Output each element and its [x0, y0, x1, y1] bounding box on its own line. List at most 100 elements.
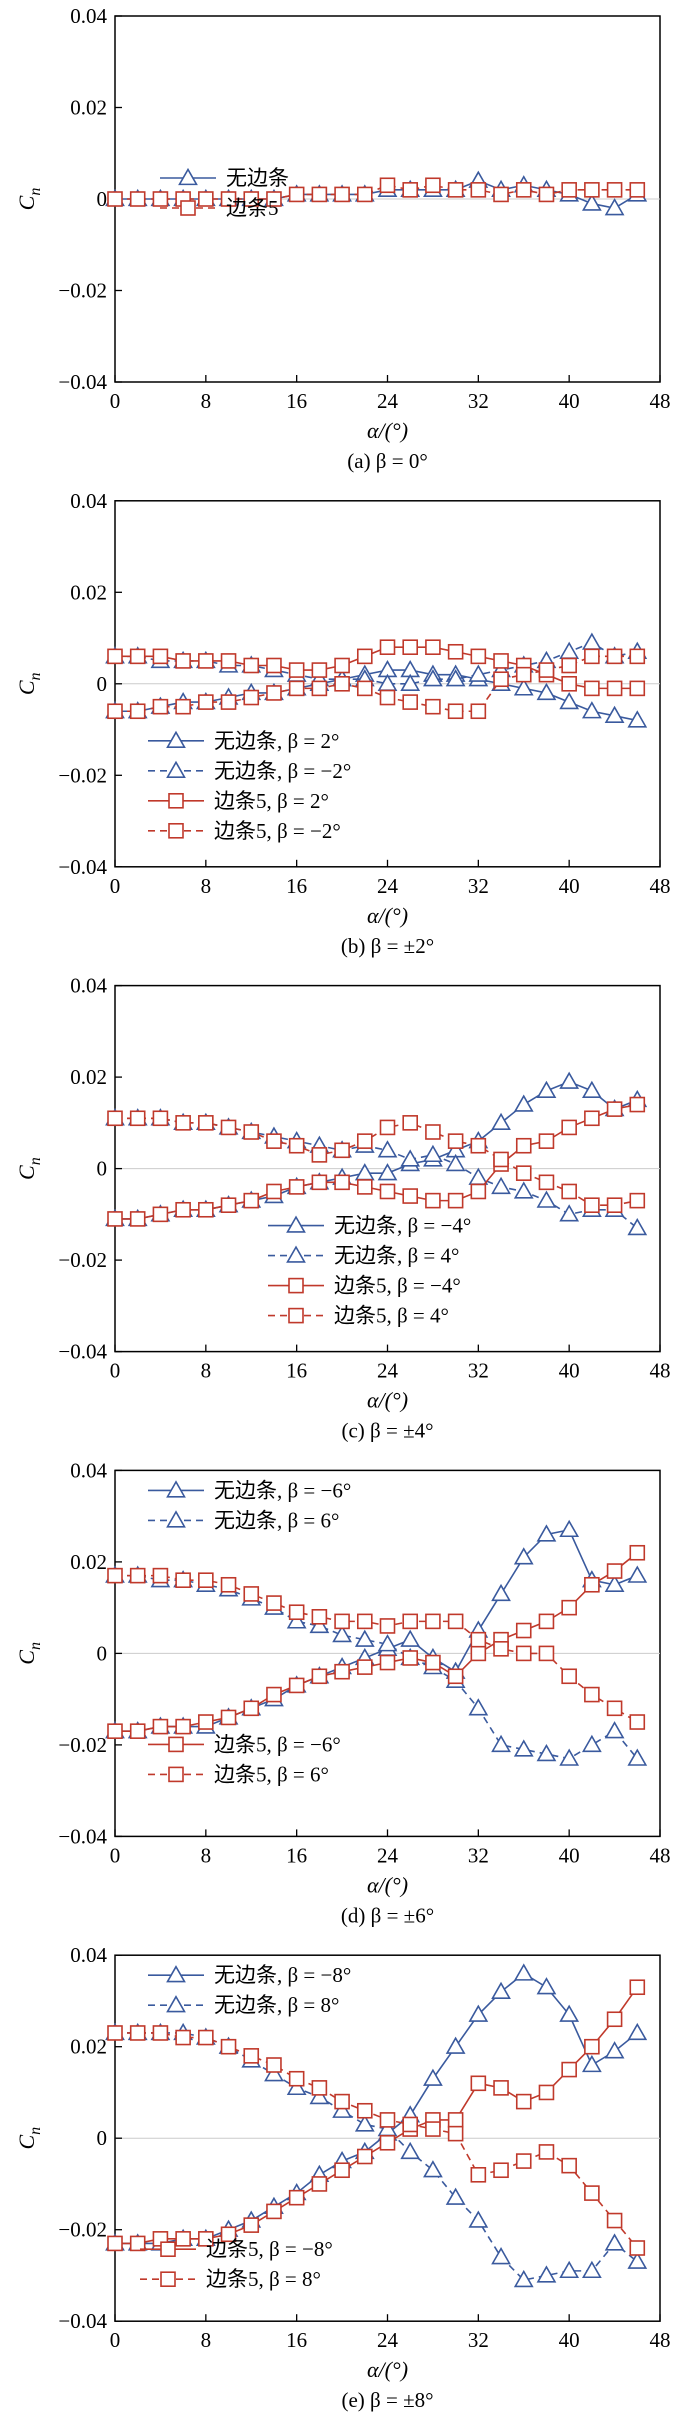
- data-point: [425, 639, 441, 656]
- data-point: [288, 1179, 305, 1195]
- y-tick-label: 0.04: [70, 1943, 107, 1967]
- panel-caption: (d) β = ±6°: [341, 1903, 434, 1927]
- data-point: [152, 191, 169, 207]
- x-tick-label: 8: [201, 1843, 212, 1867]
- legend-marker: [166, 1995, 186, 2013]
- data-point: [515, 182, 532, 198]
- data-point: [629, 1192, 646, 1209]
- data-point: [175, 1572, 191, 1588]
- data-point: [581, 701, 602, 719]
- legend-label: 无边条, β = −4°: [334, 1214, 471, 1238]
- data-point: [491, 1176, 511, 1195]
- data-point: [584, 1576, 600, 1593]
- data-point: [584, 1686, 600, 1703]
- x-tick-label: 16: [286, 1359, 307, 1383]
- legend-marker: [168, 1736, 184, 1753]
- legend: 无边条, β = −8° 无边条, β = 8° 边条5, β = −8° 边条5, …: [140, 1963, 351, 2291]
- x-tick-label: 24: [377, 1843, 399, 1867]
- panel-caption: (a) β = 0°: [347, 449, 427, 473]
- data-point: [266, 1183, 282, 1200]
- data-point: [129, 1211, 146, 1227]
- data-point: [513, 1181, 534, 1199]
- data-point: [629, 1714, 646, 1730]
- x-tick-label: 32: [468, 389, 489, 413]
- data-point: [606, 648, 623, 665]
- data-point: [288, 662, 305, 678]
- data-point: [538, 1613, 555, 1630]
- data-point: [515, 1137, 532, 1154]
- x-tick-label: 0: [110, 874, 121, 898]
- panel-b: 0 8 16 24 32 40 48 −0.04 −0.02 0 0.02 0.04 Cn α/(°)…: [14, 489, 671, 958]
- x-axis-label: α/(°): [367, 1872, 408, 1897]
- data-point: [538, 1133, 555, 1149]
- data-point: [243, 1192, 260, 1209]
- data-point: [152, 1567, 169, 1584]
- data-point: [561, 182, 577, 198]
- data-point: [334, 657, 350, 674]
- legend-marker: [288, 1277, 304, 1294]
- data-point: [220, 1119, 237, 1136]
- data-point: [152, 1110, 169, 1127]
- data-point: [198, 191, 214, 207]
- data-point: [311, 1668, 328, 1685]
- data-point: [379, 1618, 396, 1634]
- data-point: [629, 680, 646, 697]
- data-point: [493, 1151, 509, 1168]
- data-point: [198, 1572, 214, 1588]
- series-line-2: [115, 646, 638, 690]
- data-point: [129, 1723, 146, 1739]
- y-tick-label: 0.02: [70, 1065, 107, 1089]
- data-point: [152, 2025, 169, 2041]
- data-point: [604, 1574, 625, 1592]
- panel-caption: (b) β = ±2°: [341, 934, 434, 958]
- x-tick-label: 32: [468, 1359, 489, 1383]
- x-tick-label: 16: [286, 389, 307, 413]
- data-point: [220, 1197, 237, 1213]
- data-point: [309, 2086, 330, 2105]
- data-point: [332, 1624, 352, 1643]
- data-point: [561, 2157, 577, 2174]
- data-point: [447, 703, 464, 720]
- y-tick-label: 0.04: [70, 1458, 107, 1482]
- data-point: [356, 680, 373, 697]
- legend-marker: [178, 167, 198, 186]
- data-point: [470, 1631, 487, 1648]
- y-tick-label: 0.02: [70, 96, 107, 120]
- data-point: [425, 177, 441, 194]
- data-point: [606, 2011, 623, 2028]
- data-point: [400, 673, 421, 691]
- data-point: [220, 1576, 237, 1593]
- data-point: [243, 657, 260, 674]
- data-point: [423, 2068, 443, 2086]
- data-point: [493, 186, 509, 203]
- data-point: [447, 2112, 464, 2128]
- data-point: [606, 182, 623, 198]
- legend-marker: [166, 730, 186, 748]
- data-point: [400, 1629, 421, 1647]
- x-tick-label: 40: [559, 874, 580, 898]
- data-point: [402, 639, 419, 656]
- legend-marker: [168, 822, 184, 839]
- data-point: [584, 2038, 600, 2055]
- data-point: [107, 1211, 123, 1227]
- data-point: [152, 648, 169, 665]
- data-point: [515, 1622, 532, 1639]
- data-point: [561, 675, 577, 692]
- x-tick-label: 48: [650, 1359, 671, 1383]
- data-point: [220, 1709, 237, 1726]
- data-point: [470, 2167, 487, 2183]
- data-point: [470, 1137, 487, 1154]
- data-point: [379, 1119, 396, 1136]
- data-point: [515, 1645, 532, 1662]
- x-tick-label: 0: [110, 2328, 121, 2352]
- data-point: [175, 2029, 191, 2046]
- series-layer: [105, 1071, 648, 1236]
- series-line-1: [115, 1574, 638, 1760]
- data-point: [379, 2112, 396, 2128]
- legend-marker: [286, 1245, 306, 1263]
- data-point: [354, 1163, 375, 1181]
- data-point: [175, 1718, 191, 1735]
- data-point: [288, 2070, 305, 2087]
- data-point: [447, 1133, 464, 1149]
- data-point: [220, 2226, 237, 2243]
